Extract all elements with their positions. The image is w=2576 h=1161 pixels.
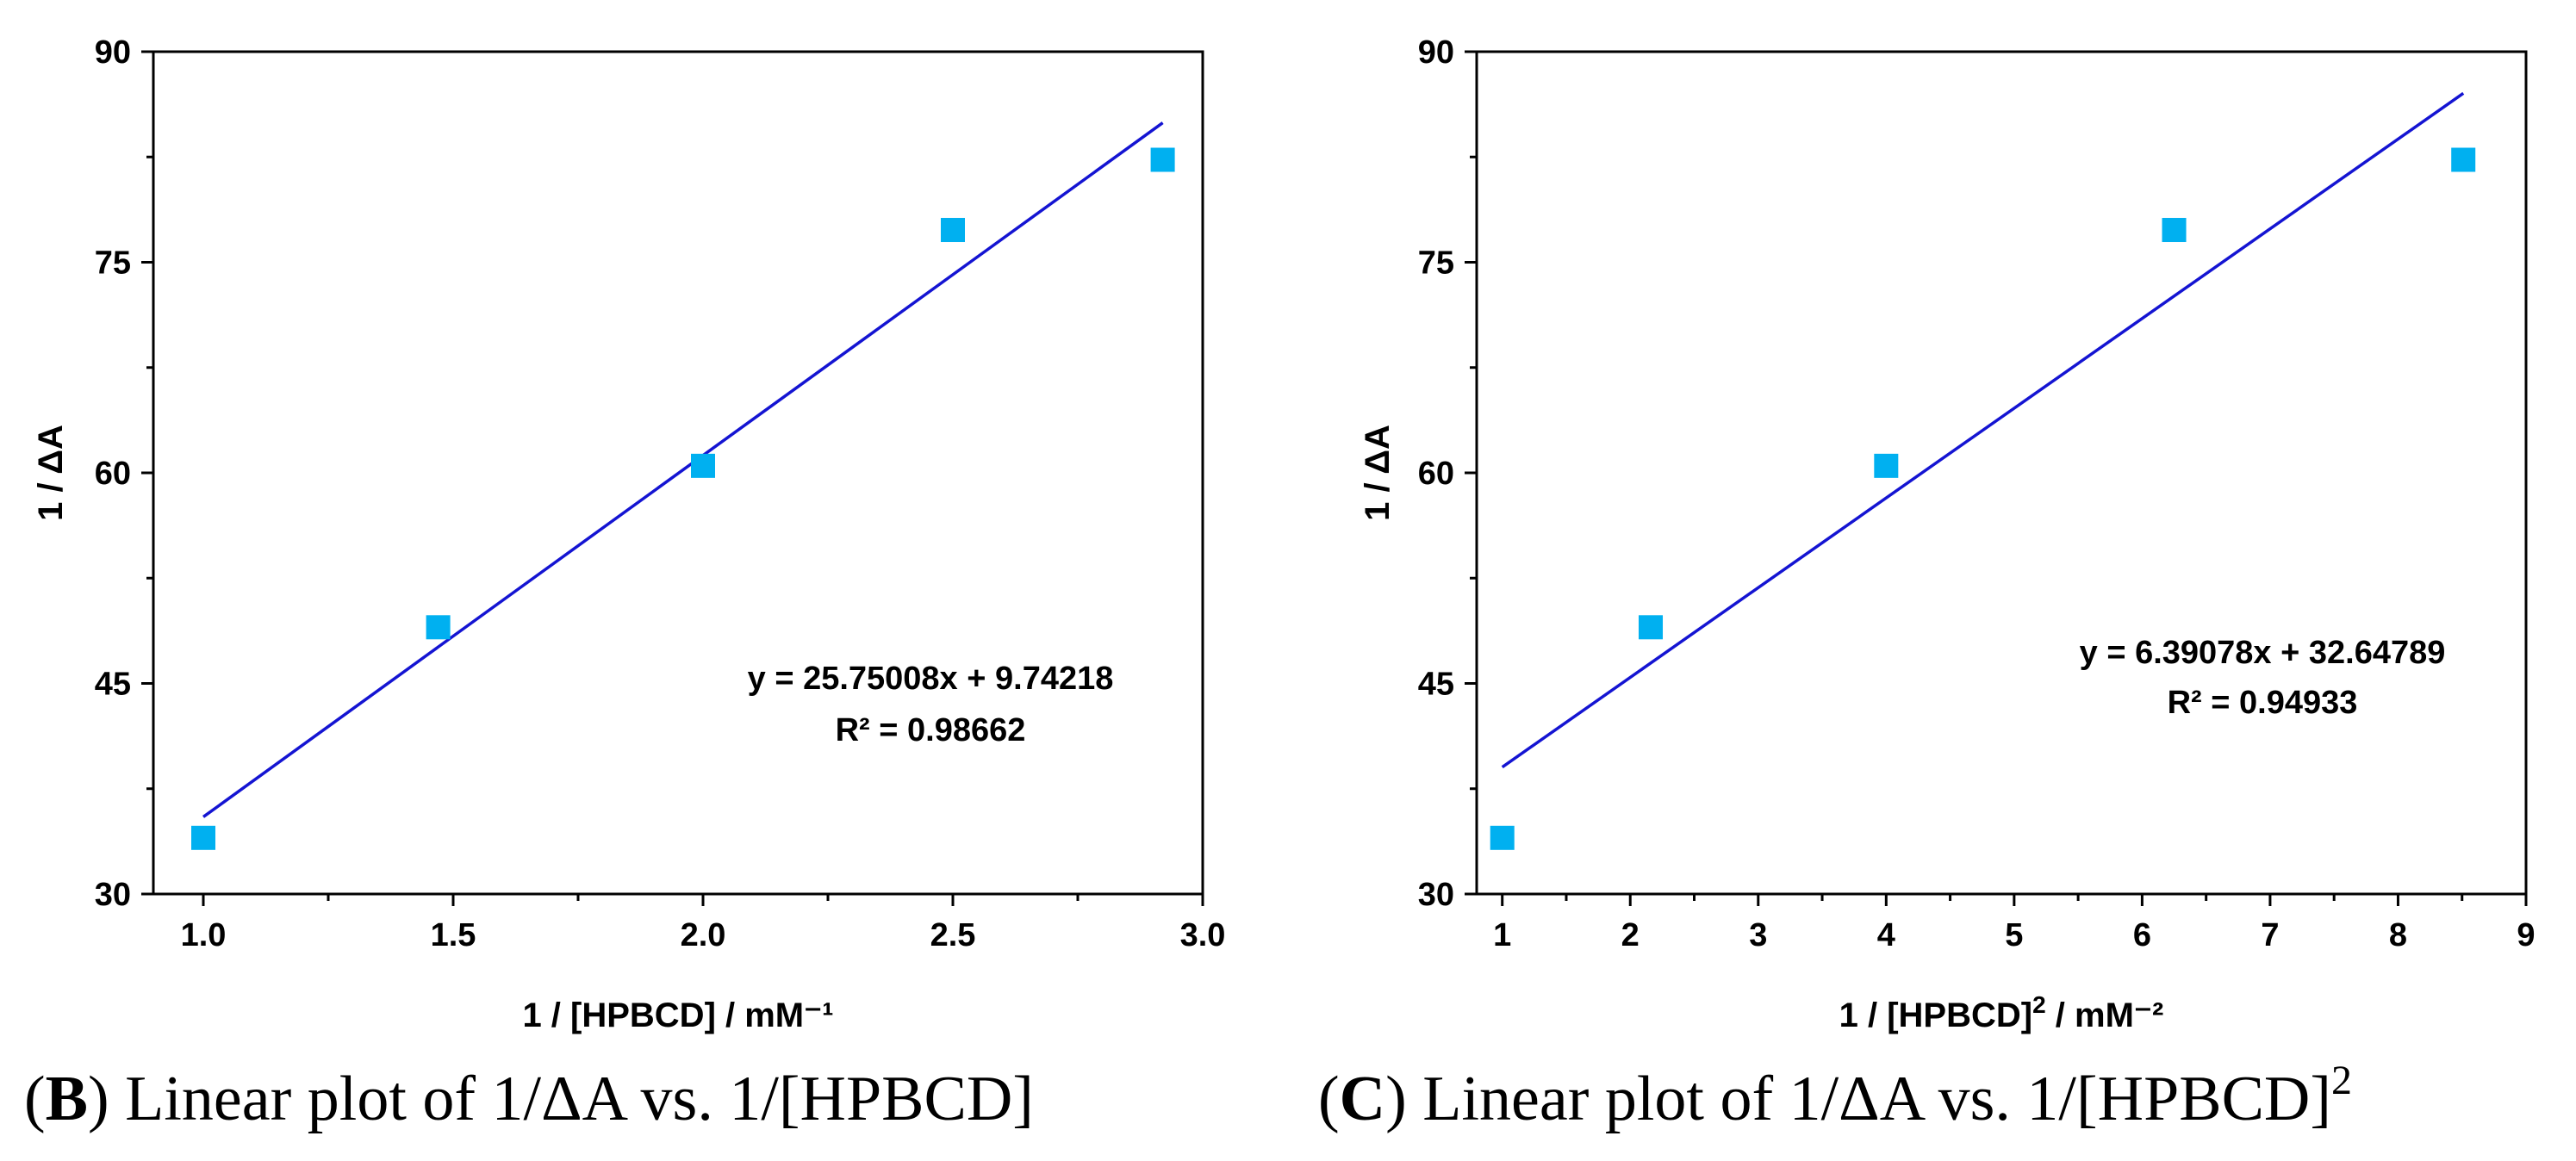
panel-b-r-squared: R² = 0.98662 [836,712,1026,748]
panel-b-caption-letter: B [46,1064,88,1134]
panel-c-y-tick-label: 30 [1418,877,1454,913]
panel-b-y-axis-title: 1 / ΔA [32,425,70,521]
panel-b-x-tick-label: 2.0 [681,917,726,953]
panel-c-x-tick-label: 6 [2133,917,2151,953]
panel-b-x-tick-label: 3.0 [1180,917,1226,953]
panel-c-y-axis-title: 1 / ΔA [1359,425,1397,521]
panel-b-fit-line [202,121,1164,818]
panel-c-data-point [2451,147,2476,172]
panel-c-r-squared: R² = 0.94933 [2168,685,2358,721]
panel-c-caption-sup: 2 [2331,1058,2352,1103]
panel-c-data-point [2162,218,2187,243]
panel-b-caption: (B) Linear plot of 1/ΔA vs. 1/[HPBCD] [24,1064,1034,1134]
panel-b-x-tick-label: 1.0 [181,917,227,953]
panel-b-data-point [941,218,965,243]
panel-c-x-axis-title-tail: / mM⁻² [2046,996,2164,1034]
panel-c-x-tick-label: 2 [1621,917,1640,953]
panel-b-y-ticks: 30 45 60 75 90 [95,34,153,913]
panel-c-y-ticks: 30 45 60 75 90 [1418,34,1477,913]
panel-b-y-tick-label: 75 [95,245,131,282]
panel-c-y-tick-label: 75 [1418,245,1454,282]
panel-b-chart: 30 45 60 75 90 1.0 1.5 2.0 2.5 3.0 1 / ΔA 1 / [H… [24,34,1225,1134]
panel-c-x-tick-label: 8 [2389,917,2407,953]
panel-b-x-tick-label: 1.5 [431,917,476,953]
panel-b-plot-area [191,121,1175,850]
panel-c-y-tick-label: 90 [1418,34,1454,71]
panel-b-y-tick-label: 60 [95,456,131,492]
panel-b-data-point [691,453,715,478]
panel-c-x-axis-title: 1 / [HPBCD]2 / mM⁻² [1839,991,2164,1034]
panel-c-x-axis-title-sup: 2 [2032,991,2046,1018]
panel-c-x-tick-label: 4 [1877,917,1895,953]
panel-b-data-point [1150,147,1175,172]
panel-c-fit-equation: y = 6.39078x + 32.64789 [2080,635,2446,671]
panel-c-x-tick-label: 1 [1493,917,1511,953]
panel-c-y-tick-label: 60 [1418,456,1454,492]
panel-c-x-ticks: 1 2 3 4 5 6 7 8 9 [1493,894,2536,953]
panel-c-caption-letter: C [1340,1064,1385,1134]
panel-b-x-ticks: 1.0 1.5 2.0 2.5 3.0 [181,894,1226,953]
panel-b-data-point [191,825,215,850]
panel-c-x-tick-label: 9 [2517,917,2535,953]
panel-c-x-axis-title-main: 1 / [HPBCD] [1839,996,2032,1034]
panel-c-caption: (C) Linear plot of 1/ΔA vs. 1/[HPBCD]2 [1318,1058,2352,1134]
panel-c-plot-area [1490,91,2476,850]
panel-b-y-tick-label: 30 [95,877,131,913]
panel-b-fit-equation: y = 25.75008x + 9.74218 [748,661,1114,697]
panel-b-x-axis-title: 1 / [HPBCD] / mM⁻¹ [522,996,833,1034]
panel-b-data-point [426,615,451,640]
panel-c-x-tick-label: 5 [2005,917,2023,953]
panel-c-fit-line [1501,91,2465,769]
panel-c-x-tick-label: 3 [1749,917,1767,953]
panel-c-data-point [1639,615,1664,640]
panel-b-x-tick-label: 2.5 [930,917,976,953]
panel-b-y-tick-label: 90 [95,34,131,71]
panel-c-x-tick-label: 7 [2261,917,2279,953]
panel-c-y-tick-label: 45 [1418,667,1454,703]
panel-b-y-tick-label: 45 [95,667,131,703]
panel-c-caption-text: Linear plot of 1/ΔA vs. 1/[HPBCD] [1407,1064,2331,1134]
panel-c-data-point [1874,453,1899,478]
panel-b-caption-text: Linear plot of 1/ΔA vs. 1/[HPBCD] [109,1064,1034,1134]
panel-c-data-point [1490,825,1515,850]
